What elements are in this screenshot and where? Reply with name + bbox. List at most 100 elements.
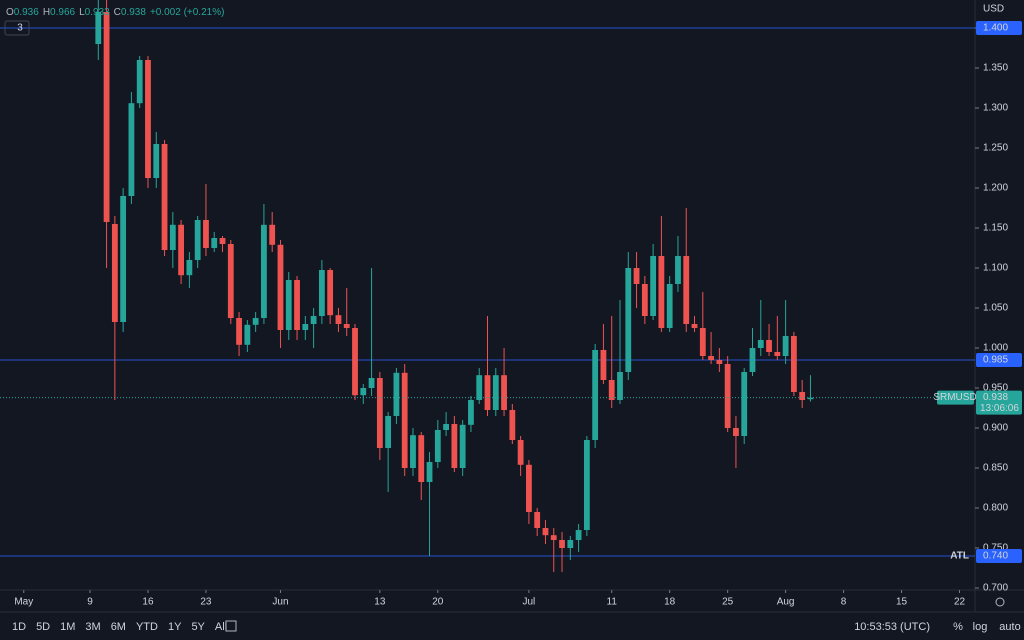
price-line-tag <box>976 21 1022 35</box>
range-button[interactable]: YTD <box>136 621 158 633</box>
range-button[interactable]: 1M <box>60 621 75 633</box>
candle-body <box>178 224 185 276</box>
candle-body <box>128 103 135 196</box>
candle-body <box>95 12 102 44</box>
y-tick-label: 1.050 <box>983 303 1008 314</box>
candle-body <box>517 440 524 465</box>
x-tick-label: 9 <box>87 597 93 608</box>
candle-body <box>194 220 201 260</box>
candle-body <box>302 324 309 330</box>
candle-body <box>625 268 632 372</box>
x-tick-label: 15 <box>896 597 908 608</box>
x-tick-label: 13 <box>374 597 386 608</box>
ohlc-item: +0.002 (+0.21%) <box>150 7 225 18</box>
range-button[interactable]: 6M <box>111 621 126 633</box>
candle-body <box>401 372 408 468</box>
indicator-badge-box[interactable] <box>4 20 30 36</box>
candle-body <box>741 372 748 436</box>
price-line-label: 1.400 <box>983 23 1008 34</box>
candle-body <box>492 375 499 410</box>
currency: USD <box>983 4 1004 15</box>
candle-body <box>227 244 234 318</box>
candle-body <box>343 324 350 328</box>
candle-body <box>675 256 681 284</box>
x-tick-label: 16 <box>142 597 154 608</box>
candle-body <box>426 462 433 482</box>
candle-body <box>385 416 392 448</box>
x-tick-label: 20 <box>432 597 444 608</box>
candle-body <box>782 336 789 356</box>
range-button[interactable]: 5Y <box>191 621 205 633</box>
candle-body <box>261 224 267 318</box>
candle-body <box>161 144 168 250</box>
y-tick-label: 0.950 <box>983 383 1008 394</box>
candle-body <box>269 224 276 245</box>
candle-body <box>244 324 251 345</box>
axis-option[interactable]: log <box>973 621 988 633</box>
x-tick-label: Jul <box>523 597 536 608</box>
candle-body <box>534 512 541 528</box>
candle-body <box>757 340 764 348</box>
candle-body <box>327 270 334 316</box>
candle-body <box>145 60 151 178</box>
candle-body <box>666 284 673 328</box>
range-button[interactable]: All <box>215 621 227 633</box>
ohlc-item: 0.938 <box>121 7 146 18</box>
y-tick-label: 0.850 <box>983 463 1008 474</box>
candle-body <box>617 372 623 400</box>
candle-body <box>136 60 143 104</box>
x-tick-label: Jun <box>272 597 288 608</box>
ohlc-header: O0.936 H0.966 L0.933 C0.938 +0.002 (+0.21%) <box>6 7 224 18</box>
axis-option[interactable]: auto <box>999 621 1020 633</box>
x-tick-label: 23 <box>200 597 212 608</box>
axis-option[interactable]: % <box>953 621 963 633</box>
range-button[interactable]: 3M <box>85 621 100 633</box>
candle-body <box>633 268 640 284</box>
y-tick-label: 0.750 <box>983 543 1008 554</box>
y-tick-label: 0.800 <box>983 503 1008 514</box>
price-line-name: ATL <box>950 551 969 562</box>
indicator-badge[interactable]: 3 <box>17 23 23 34</box>
symbol-label: SRMUSD <box>933 392 976 403</box>
range-button[interactable]: 1Y <box>168 621 182 633</box>
candle-body <box>368 378 375 388</box>
candle-body <box>211 238 218 248</box>
candle-body <box>650 256 657 316</box>
candle-body <box>749 348 756 372</box>
candle-body <box>716 360 723 364</box>
candle-body <box>111 224 118 322</box>
x-tick-label: 18 <box>664 597 676 608</box>
compare-icon[interactable] <box>225 620 237 632</box>
price-line-tag <box>976 353 1022 367</box>
y-tick-label: 1.250 <box>983 143 1008 154</box>
range-button[interactable]: 5D <box>36 621 50 633</box>
candle-body <box>641 284 648 316</box>
candle-body <box>410 435 416 468</box>
price-line-label: 0.740 <box>983 551 1008 562</box>
y-tick-label: 0.700 <box>983 583 1008 594</box>
candle-body <box>277 244 284 330</box>
candle-body <box>285 280 292 330</box>
candle-body <box>451 424 458 468</box>
symbol-tag <box>937 390 974 405</box>
settings-icon[interactable] <box>995 597 1005 607</box>
last-price-label: 0.938 <box>983 392 1008 403</box>
candle-body <box>335 315 342 324</box>
candle-body <box>575 530 582 540</box>
candle-body <box>169 224 176 250</box>
range-button[interactable]: 1D <box>12 621 26 633</box>
price-line-label: 0.985 <box>983 355 1008 366</box>
candle-body <box>724 364 731 428</box>
ohlc-item: C <box>114 7 121 18</box>
candle-body <box>600 350 607 380</box>
candle-body <box>501 375 507 410</box>
candle-body <box>476 375 483 400</box>
candle-body <box>683 256 690 324</box>
candle-body <box>484 375 491 410</box>
x-tick-label: 11 <box>607 597 618 608</box>
candle-body <box>509 410 516 440</box>
candle-body <box>153 144 160 178</box>
candle-body <box>376 378 383 448</box>
candle-body <box>360 388 367 396</box>
